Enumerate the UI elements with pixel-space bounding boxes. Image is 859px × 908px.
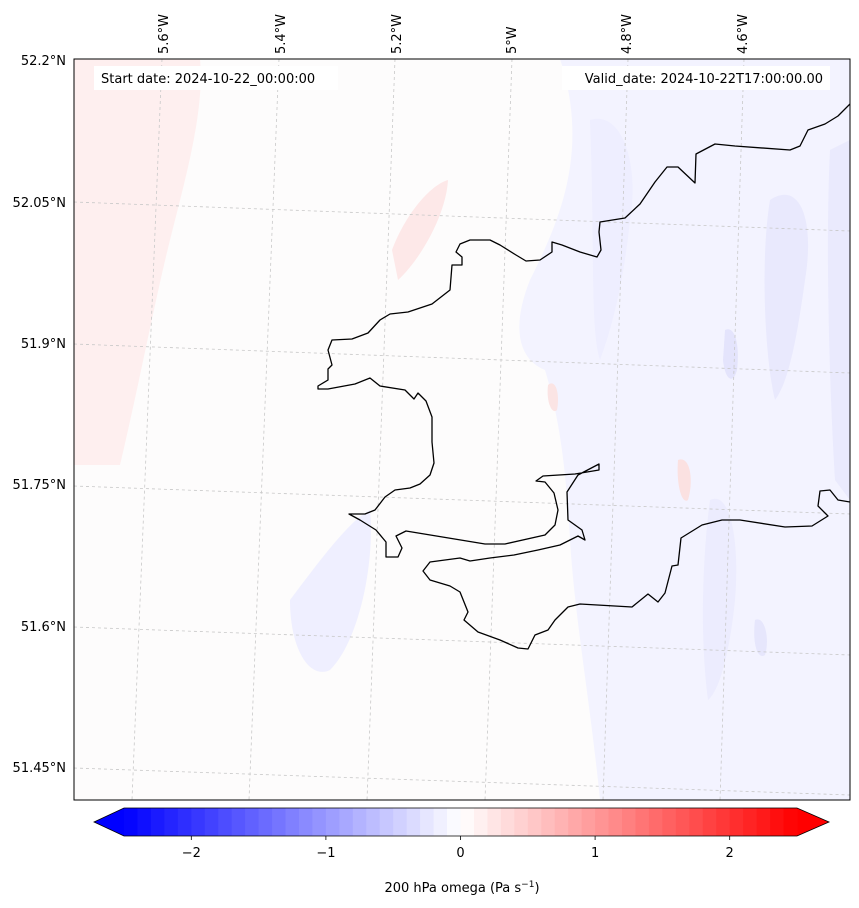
graticule bbox=[74, 59, 850, 800]
colorbar-step bbox=[352, 808, 367, 836]
coastline bbox=[317, 103, 850, 650]
lat-label: 51.45°N bbox=[13, 761, 66, 776]
colorbar-step bbox=[191, 808, 206, 836]
valid-date-label: Valid_date: 2024-10-22T17:00:00.00 bbox=[585, 72, 823, 87]
colorbar-step bbox=[177, 808, 192, 836]
colorbar-step bbox=[420, 808, 435, 836]
colorbar-step bbox=[662, 808, 677, 836]
colorbar-step bbox=[635, 808, 650, 836]
negative-band-3 bbox=[827, 140, 850, 500]
colorbar-step bbox=[702, 808, 717, 836]
colorbar-step bbox=[554, 808, 569, 836]
lat-label: 52.05°N bbox=[13, 196, 66, 211]
lat-label: 51.9°N bbox=[21, 337, 66, 352]
colorbar-step bbox=[622, 808, 637, 836]
colorbar-step bbox=[339, 808, 354, 836]
meridian-5.4w bbox=[248, 59, 280, 800]
colorbar-step bbox=[581, 808, 596, 836]
lon-label: 4.8°W bbox=[620, 14, 635, 54]
negative-band-1 bbox=[590, 118, 633, 360]
map-panel: Start date: 2024-10-22_00:00:00 Valid_da… bbox=[73, 58, 851, 801]
positive-blob-1 bbox=[547, 383, 558, 412]
colorbar-tick-label: −1 bbox=[316, 846, 335, 861]
colorbar-steps bbox=[94, 808, 829, 836]
lon-label: 5°W bbox=[505, 26, 520, 54]
colorbar-step bbox=[298, 808, 314, 836]
colorbar-step bbox=[447, 808, 462, 836]
colorbar-ticks: −2 −1 0 1 2 bbox=[182, 836, 734, 861]
negative-blob-2 bbox=[754, 619, 767, 656]
colorbar-outline bbox=[93, 807, 830, 837]
colorbar-tick-label: 1 bbox=[591, 846, 599, 861]
colorbar-tick-label: −2 bbox=[182, 846, 201, 861]
coastline-north bbox=[317, 103, 850, 650]
valid-date-box: Valid_date: 2024-10-22T17:00:00.00 bbox=[562, 66, 830, 90]
colorbar-step bbox=[729, 808, 744, 836]
colorbar-step bbox=[541, 808, 556, 836]
colorbar-step bbox=[743, 808, 758, 836]
negative-band-2 bbox=[764, 194, 809, 400]
colorbar-step bbox=[406, 808, 421, 836]
colorbar-step bbox=[473, 808, 489, 836]
colorbar-step bbox=[204, 808, 219, 836]
colorbar-step bbox=[393, 808, 408, 836]
colorbar-step bbox=[675, 808, 690, 836]
colorbar-label: 200 hPa omega (Pa s−1) bbox=[384, 880, 539, 896]
colorbar-step bbox=[164, 808, 179, 836]
colorbar-step bbox=[285, 808, 300, 836]
colorbar-step bbox=[756, 808, 771, 836]
negative-region-south bbox=[290, 510, 371, 672]
map-frame bbox=[73, 58, 851, 801]
colorbar-step bbox=[231, 808, 246, 836]
colorbar-extend-high bbox=[797, 808, 829, 836]
colorbar-step bbox=[608, 808, 623, 836]
lat-label: 51.6°N bbox=[21, 620, 66, 635]
colorbar-tick-label: 2 bbox=[726, 846, 734, 861]
meridian-5.6w bbox=[131, 59, 163, 800]
start-date-box: Start date: 2024-10-22_00:00:00 bbox=[94, 66, 338, 90]
start-date-label: Start date: 2024-10-22_00:00:00 bbox=[101, 72, 315, 87]
colorbar-step bbox=[689, 808, 704, 836]
lon-label: 5.6°W bbox=[157, 14, 172, 54]
colorbar-step bbox=[460, 808, 475, 836]
latitude-labels: 52.2°N 52.05°N 51.9°N 51.75°N 51.6°N 51.… bbox=[13, 54, 66, 776]
colorbar: −2 −1 0 1 2 200 hPa omega (Pa s−1) bbox=[93, 807, 830, 896]
lon-label: 5.2°W bbox=[390, 14, 405, 54]
lon-label: 5.4°W bbox=[274, 14, 289, 54]
colorbar-step bbox=[568, 808, 583, 836]
colorbar-step bbox=[312, 808, 327, 836]
colorbar-step bbox=[487, 808, 502, 836]
colorbar-step bbox=[272, 808, 287, 836]
colorbar-step bbox=[137, 808, 152, 836]
colorbar-step bbox=[514, 808, 529, 836]
colorbar-step bbox=[500, 808, 515, 836]
colorbar-step bbox=[150, 808, 165, 836]
colorbar-step bbox=[366, 808, 381, 836]
positive-region-center bbox=[392, 180, 448, 280]
colorbar-step bbox=[258, 808, 273, 836]
colorbar-step bbox=[218, 808, 233, 836]
colorbar-step bbox=[325, 808, 340, 836]
colorbar-step bbox=[379, 808, 394, 836]
lon-label: 4.6°W bbox=[736, 14, 751, 54]
lat-label: 52.2°N bbox=[21, 54, 66, 69]
lat-label: 51.75°N bbox=[13, 478, 66, 493]
colorbar-tick-label: 0 bbox=[456, 846, 464, 861]
colorbar-step bbox=[716, 808, 731, 836]
positive-blob-2 bbox=[677, 459, 691, 501]
positive-region-west bbox=[74, 59, 201, 465]
colorbar-step bbox=[433, 808, 448, 836]
colorbar-step bbox=[595, 808, 610, 836]
colorbar-step bbox=[245, 808, 260, 836]
longitude-labels: 5.6°W 5.4°W 5.2°W 5°W 4.8°W 4.6°W bbox=[157, 14, 751, 54]
colorbar-extend-low bbox=[94, 808, 124, 836]
colorbar-step bbox=[124, 808, 139, 836]
colorbar-step bbox=[770, 808, 785, 836]
colorbar-step bbox=[648, 808, 663, 836]
colorbar-step bbox=[527, 808, 542, 836]
colorbar-step bbox=[783, 808, 798, 836]
